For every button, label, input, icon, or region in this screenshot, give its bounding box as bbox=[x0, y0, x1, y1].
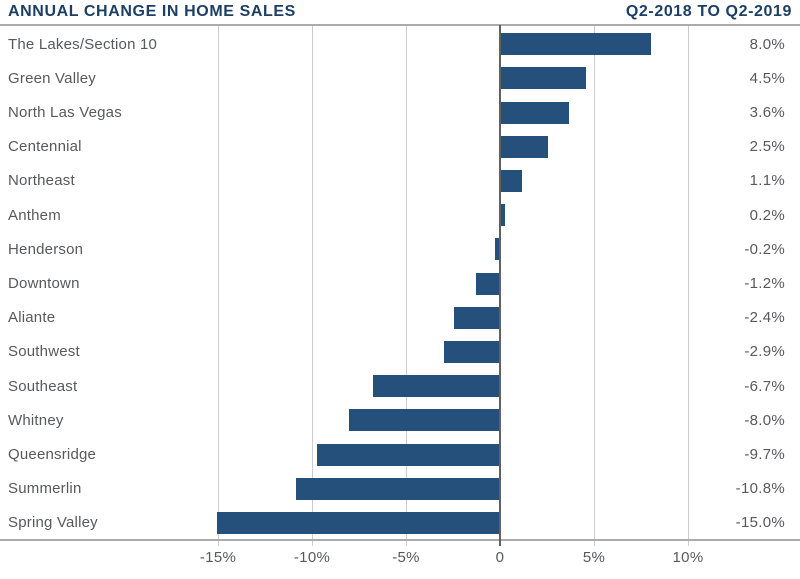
chart-subtitle: Q2-2018 TO Q2-2019 bbox=[625, 3, 792, 20]
value-label: -1.2% bbox=[744, 274, 785, 292]
bar bbox=[495, 238, 499, 261]
bar bbox=[295, 477, 499, 500]
category-label: Green Valley bbox=[8, 69, 96, 87]
x-tick-label--15%: -15% bbox=[199, 549, 237, 566]
bar bbox=[453, 306, 499, 329]
value-label: -0.2% bbox=[744, 240, 785, 258]
value-label: -9.7% bbox=[744, 445, 785, 463]
category-label: Northeast bbox=[8, 172, 75, 190]
x-tick-label--5%: -5% bbox=[392, 549, 420, 566]
chart-title: ANNUAL CHANGE IN HOME SALES bbox=[8, 3, 296, 20]
category-label: Whitney bbox=[8, 411, 64, 429]
bar bbox=[501, 101, 569, 124]
value-label: -6.7% bbox=[744, 377, 785, 395]
category-label: Queensridge bbox=[8, 445, 97, 463]
bar bbox=[348, 409, 499, 432]
value-label: 8.0% bbox=[749, 35, 785, 53]
bar bbox=[217, 511, 499, 534]
value-label: -2.9% bbox=[744, 343, 785, 361]
bar bbox=[501, 67, 586, 90]
category-label: Downtown bbox=[8, 274, 80, 292]
gridline--10% bbox=[311, 26, 313, 546]
category-label: Anthem bbox=[8, 206, 61, 224]
category-label: Centennial bbox=[8, 138, 82, 156]
bar bbox=[501, 204, 505, 227]
value-label: -8.0% bbox=[744, 411, 785, 429]
value-label: -10.8% bbox=[735, 480, 785, 498]
bar bbox=[444, 340, 499, 363]
bar bbox=[501, 33, 652, 56]
x-tick-label--10%: -10% bbox=[293, 549, 331, 566]
bar bbox=[316, 443, 499, 466]
value-label: 3.6% bbox=[749, 103, 785, 121]
value-label: 2.5% bbox=[749, 138, 785, 156]
x-tick-label-10%: 10% bbox=[672, 549, 704, 566]
value-label: 4.5% bbox=[749, 69, 785, 87]
x-tick-label-5%: 5% bbox=[582, 549, 606, 566]
value-label: 0.2% bbox=[749, 206, 785, 224]
category-label: Southwest bbox=[8, 343, 80, 361]
category-label: Summerlin bbox=[8, 480, 82, 498]
category-label: Aliante bbox=[8, 309, 56, 327]
value-label: 1.1% bbox=[749, 172, 785, 190]
gridline--5% bbox=[405, 26, 407, 546]
bar bbox=[501, 135, 548, 158]
gridline-10% bbox=[687, 26, 689, 546]
category-label: North Las Vegas bbox=[8, 103, 122, 121]
value-label: -15.0% bbox=[735, 514, 785, 532]
category-label: Southeast bbox=[8, 377, 78, 395]
zero-axis-line bbox=[499, 25, 501, 546]
x-tick-label-0: 0 bbox=[495, 549, 505, 566]
bar bbox=[373, 375, 499, 398]
category-label: Spring Valley bbox=[8, 514, 98, 532]
bar bbox=[501, 169, 522, 192]
x-axis-line bbox=[0, 539, 800, 541]
value-label: -2.4% bbox=[744, 309, 785, 327]
category-label: Henderson bbox=[8, 240, 84, 258]
top-rule bbox=[0, 24, 800, 26]
gridline-5% bbox=[593, 26, 595, 546]
bar bbox=[476, 272, 499, 295]
category-label: The Lakes/Section 10 bbox=[8, 35, 158, 53]
gridline--15% bbox=[217, 26, 219, 546]
